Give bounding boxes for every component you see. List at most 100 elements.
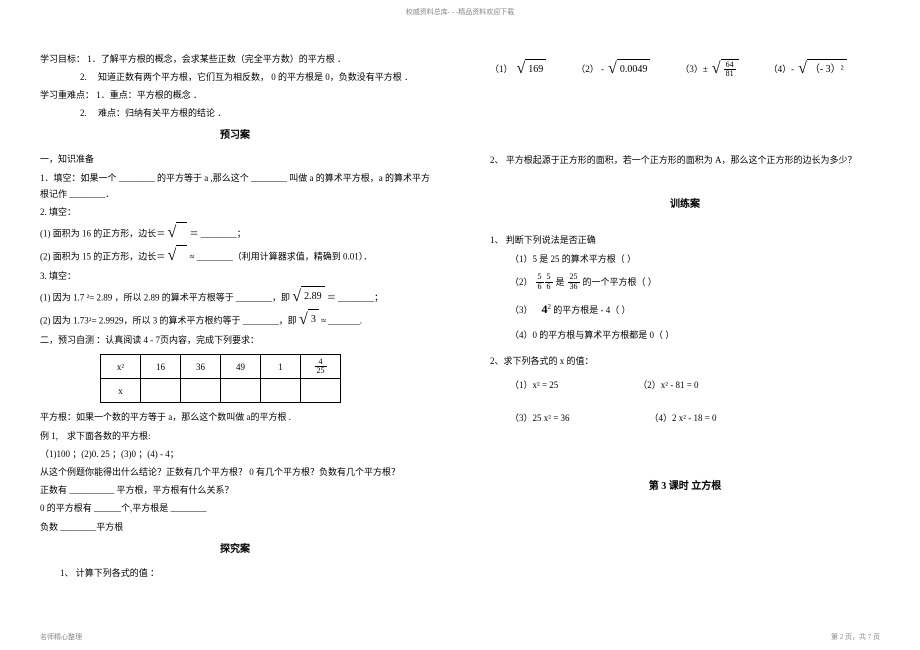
p2-2-eq: ≈ ________（利用计算器求值，精确到 0.01）． [190,252,373,262]
goals-1: 学习目标： 1．了解平方根的概念，会求某些正数（完全平方数）的平方根 ． [40,51,430,67]
q2: 2、 平方根起源于正方形的面积，若一个正方形的面积为 A，那么这个正方形的边长为… [490,152,880,168]
t1-2-mid: 是 [556,274,565,290]
p3-1b: ＝ ________； [327,293,383,303]
diff-row-2: 2. 难点：归纳有关平方根的结论 ． [40,105,430,121]
frac-den: 25 [315,367,327,376]
square-table: x² 16 36 49 1 4 25 x [100,354,341,403]
math-expressions: （1） √169 （2） - √0.0049 （3）± √ 64 81 （4）-… [490,59,880,81]
frac-den: 36 [568,283,580,292]
t2-4: （4）2 x² - 18 = 0 [650,410,717,426]
sqrt-frac: √ 64 81 [712,59,739,81]
cell [181,379,221,403]
table-row: x² 16 36 49 1 4 25 [101,355,341,379]
label: （3）± [680,61,707,77]
neg-line: 负数 ________平方根 [40,519,430,535]
cell: 16 [141,355,181,379]
table-row: x [101,379,341,403]
right-column: （1） √169 （2） - √0.0049 （3）± √ 64 81 （4）-… [490,49,880,583]
sqrt-169: √169 [517,59,547,80]
goal-2-num: 2. [80,72,87,82]
ex1-items: （1)100 ；(2)0. 25 ；(3)0 ；(4) - 4； [40,446,430,462]
cell: x² [101,355,141,379]
diff-row-1: 学习重难点： 1．重点：平方根的概念 ． [40,87,430,103]
cell [221,379,261,403]
t2: 2、求下列各式的 x 的值： [490,353,880,369]
p3-1a: (1) 因为 1.7 ²= 2.89 ，所以 2.89 的算术平方根等于 ___… [40,293,290,303]
zero-line: 0 的平方根有 ______个,平方根是 ________ [40,500,430,516]
frac-den: 81 [724,70,736,79]
p3-2a: (2) 因为 1.73²= 2.9929，所以 3 的算术平方根约等于 ____… [40,316,297,326]
goal-2: 知道正数有两个平方根，它们互为相反数， 0 的平方根是 0，负数没有平方根 ． [98,72,413,82]
t1-3-pre: （3） [510,305,533,315]
header-note: 权威资料总库- - -精品资料欢迎下载 [0,0,920,19]
cell: 1 [261,355,301,379]
t1-4: （4）0 的平方根与算术平方根都是 0（ ） [490,327,880,343]
frac-den: 6 [536,283,544,292]
explore-title: 探究案 [40,541,430,559]
t1-2-tail: 的一个平方根（ ） [583,274,657,290]
p1: 1．填空：如果一个 ________ 的平方等于 a ,那么这个 _______… [40,170,430,202]
train-title: 训练案 [490,196,880,214]
p4: 二，预习自测 ：认真阅读 4 - 7页内容，完成下列要求： [40,332,430,348]
expr-2: （2） - √0.0049 [576,59,650,80]
label: （4）- [769,61,795,77]
diff-label: 学习重难点： [40,90,94,100]
sqrt-icon: √ [168,222,188,243]
t2-1: （1）x² = 25 [510,377,558,393]
goal-2-row: 2. 知道正数有两个平方根，它们互为相反数， 0 的平方根是 0，负数没有平方根… [40,69,430,85]
p2-1-text: (1) 面积为 16 的正方形，边长＝ [40,229,165,239]
cell: x [101,379,141,403]
p2: 2. 填空： [40,204,430,220]
p3-2b: ≈ _______. [321,316,362,326]
frac-den: 6 [545,283,553,292]
sqrt-0049: √0.0049 [608,59,650,80]
t1-2-pre: （2） [510,274,533,290]
expr-4: （4）- √（- 3）² [769,59,847,80]
ex1-label: 例 1, [40,431,58,441]
cell: 36 [181,355,221,379]
page-body: 学习目标： 1．了解平方根的概念，会求某些正数（完全平方数）的平方根 ． 2. … [0,19,920,593]
cell [261,379,301,403]
cell [301,379,341,403]
p2-1-eq: ＝ ________； [190,229,246,239]
conclusion: 从这个例题你能得出什么结论？正数有几个平方根？ 0 有几个平方根？负数有几个平方… [40,464,430,480]
sqrt-3: √3 [299,309,319,330]
ex1-row: 例 1, 求下面各数的平方根: [40,428,430,444]
label: （2） - [576,61,604,77]
p3-1: (1) 因为 1.7 ²= 2.89 ，所以 2.89 的算术平方根等于 ___… [40,286,430,307]
fraction: 5 6 [536,273,544,292]
prep-h1: 一，知识准备 [40,151,430,167]
pos-line: 正数有 __________ 平方根，平方根有什么关系？ [40,482,430,498]
t1-1: （1）5 是 25 的算术平方根（ ） [490,251,880,267]
t1-3: （3） 42 的平方根是 - 4（ ） [490,299,880,321]
expr-3: （3）± √ 64 81 [680,59,738,81]
expr-1: （1） √169 [490,59,546,80]
t2-3: （3）25 x² = 36 [510,410,570,426]
lesson3-title: 第 3 课时 立方根 [490,478,880,496]
cell: 4 25 [301,355,341,379]
footer-right: 第 2 页，共 7 页 [831,631,880,644]
p3: 3. 填空： [40,268,430,284]
label: （1） [490,61,513,77]
sqdef: 平方根：如果一个数的平方等于 a，那么这个数叫做 a的平方根 . [40,409,430,425]
fraction: 4 25 [315,358,327,377]
cell [141,379,181,403]
t2-row-2: （3）25 x² = 36 （4）2 x² - 18 = 0 [510,410,880,426]
calc-line: 1、 计算下列各式的值 ： [40,565,430,581]
t1: 1、 判断下列说法是否正确 [490,232,880,248]
fraction: 64 81 [724,61,736,80]
p3-2: (2) 因为 1.73²= 2.9929，所以 3 的算术平方根约等于 ____… [40,309,430,330]
ex1-text: 求下面各数的平方根: [67,431,151,441]
left-column: 学习目标： 1．了解平方根的概念，会求某些正数（完全平方数）的平方根 ． 2. … [40,49,430,583]
sqrt-2-89: √2.89 [292,286,324,307]
t2-row-1: （1）x² = 25 （2）x² - 81 = 0 [510,377,880,393]
diff-2-num: 2. [80,108,87,118]
sqrt-neg3sq: √（- 3）² [798,59,847,80]
cell: 49 [221,355,261,379]
fraction-alt: 5 6 [545,273,553,292]
t1-2: （2） 5 6 5 6 是 25 36 的一个平方根（ ） [490,273,880,292]
sqrt-icon: √ [168,245,188,266]
goals-label: 学习目标： [40,54,85,64]
t2-2: （2）x² - 81 = 0 [638,377,698,393]
fraction: 25 36 [568,273,580,292]
